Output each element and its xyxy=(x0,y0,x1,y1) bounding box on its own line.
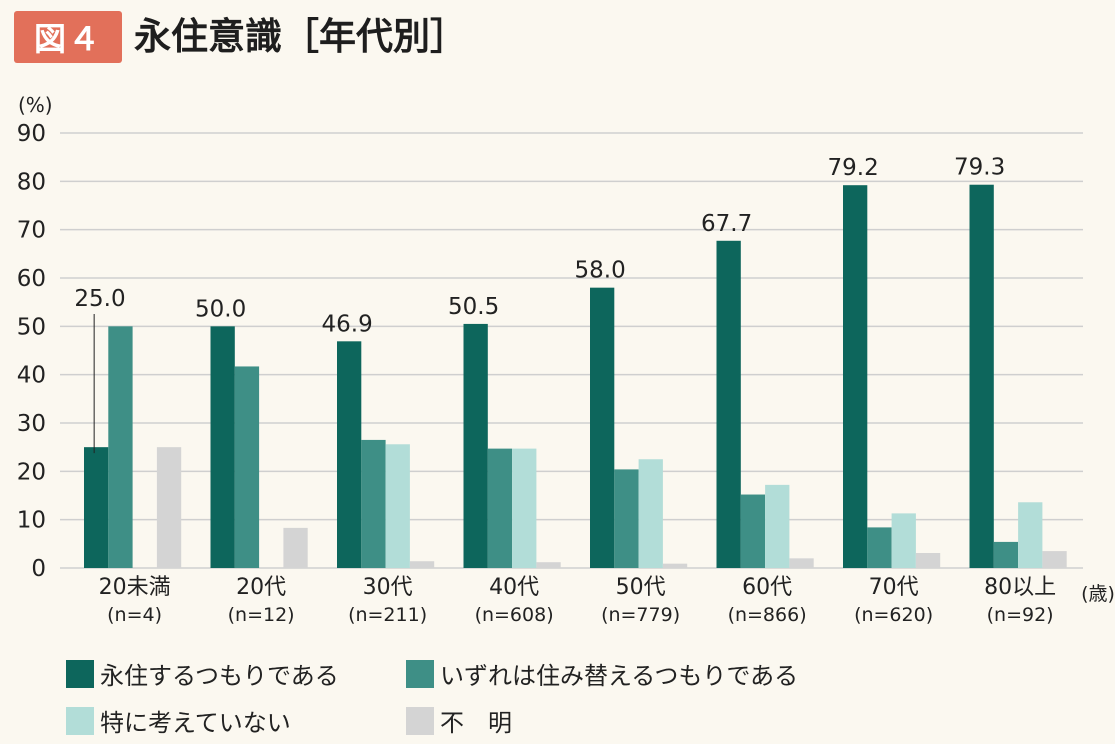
y-tick-label: 60 xyxy=(17,266,46,292)
data-label: 79.2 xyxy=(828,155,879,181)
data-label: 25.0 xyxy=(74,286,125,312)
bar-4-0 xyxy=(590,287,615,568)
x-category-label: 60代 xyxy=(742,575,792,600)
bar-6-0 xyxy=(843,185,868,568)
data-label: 50.5 xyxy=(448,294,499,320)
bar-5-3 xyxy=(789,558,814,568)
x-axis-unit: (歳) xyxy=(1081,583,1115,605)
y-tick-label: 0 xyxy=(31,556,46,582)
y-tick-label: 10 xyxy=(17,508,46,534)
legend-item-undecided: 特に考えていない xyxy=(66,703,291,738)
legend-swatch-permanent xyxy=(66,659,94,688)
x-category-label: 70代 xyxy=(869,575,919,600)
y-axis-unit: (%) xyxy=(18,93,53,117)
x-category-label: 20未満 xyxy=(99,575,171,600)
x-category-label: 20代 xyxy=(236,575,286,600)
y-tick-label: 40 xyxy=(17,363,46,389)
y-tick-label: 70 xyxy=(17,218,46,244)
bar-3-1 xyxy=(487,448,513,568)
x-sample-size-label: (n=620) xyxy=(854,604,933,626)
bar-chart: 0 10 20 30 40 50 60 70 80 90 (%) 20未満 (n=4) 25.0 20代 (n… xyxy=(17,93,1115,626)
bar-0-1 xyxy=(108,326,133,568)
x-category-label: 50代 xyxy=(616,575,666,600)
x-category-label: 80以上 xyxy=(984,575,1056,600)
y-tick-label: 20 xyxy=(17,459,46,485)
x-sample-size-label: (n=211) xyxy=(348,604,427,626)
legend-label-unknown: 不 明 xyxy=(440,709,512,737)
x-sample-size-label: (n=779) xyxy=(601,604,680,626)
bar-7-0 xyxy=(969,184,994,568)
chart-title: 永住意識［年代別］ xyxy=(134,15,467,58)
y-tick-label: 80 xyxy=(17,169,46,195)
legend-item-unknown: 不 明 xyxy=(406,703,512,738)
bar-7-3 xyxy=(1042,551,1067,568)
bar-2-0 xyxy=(337,341,362,568)
data-label: 67.7 xyxy=(701,211,752,237)
legend-swatch-move xyxy=(406,659,434,688)
bar-6-1 xyxy=(867,527,892,568)
bar-2-2 xyxy=(385,444,410,568)
legend-label-permanent: 永住するつもりである xyxy=(100,662,339,690)
legend-swatch-unknown xyxy=(406,706,434,735)
bar-5-2 xyxy=(765,484,790,568)
legend-swatch-undecided xyxy=(66,706,94,735)
x-sample-size-label: (n=4) xyxy=(107,604,162,626)
data-label: 79.3 xyxy=(954,155,1005,181)
bar-1-0 xyxy=(210,326,235,568)
legend-item-move: いずれは住み替えるつもりである xyxy=(406,656,798,691)
figure-badge: 図４ xyxy=(14,11,122,63)
x-category-label: 30代 xyxy=(363,575,413,600)
x-sample-size-label: (n=608) xyxy=(475,604,554,626)
bar-5-1 xyxy=(740,494,766,568)
bar-2-3 xyxy=(409,561,435,568)
y-tick-label: 90 xyxy=(17,121,46,147)
bar-1-3 xyxy=(283,527,308,568)
bar-0-3 xyxy=(156,447,182,568)
y-tick-label: 30 xyxy=(17,411,46,437)
bar-4-3 xyxy=(662,563,688,568)
bar-4-1 xyxy=(614,469,639,568)
bar-2-1 xyxy=(361,439,386,568)
bar-0-0 xyxy=(84,447,109,568)
data-label: 46.9 xyxy=(322,311,373,337)
data-label: 50.0 xyxy=(195,296,246,322)
x-sample-size-label: (n=92) xyxy=(987,604,1054,626)
bar-1-1 xyxy=(234,366,260,568)
bar-3-3 xyxy=(536,562,561,568)
bar-3-0 xyxy=(463,323,488,568)
data-label: 58.0 xyxy=(575,258,626,284)
bar-7-1 xyxy=(993,541,1019,568)
x-sample-size-label: (n=12) xyxy=(228,604,295,626)
x-sample-size-label: (n=866) xyxy=(728,604,807,626)
bar-4-2 xyxy=(638,459,663,568)
bar-7-2 xyxy=(1018,502,1043,568)
bar-6-2 xyxy=(891,513,916,568)
bar-3-2 xyxy=(512,448,537,568)
bar-6-3 xyxy=(915,553,941,568)
legend-label-undecided: 特に考えていない xyxy=(100,709,291,737)
bar-5-0 xyxy=(716,240,741,569)
legend-label-move: いずれは住み替えるつもりである xyxy=(440,662,799,690)
legend-item-permanent: 永住するつもりである xyxy=(66,656,339,691)
y-tick-label: 50 xyxy=(17,314,46,340)
x-category-label: 40代 xyxy=(489,575,539,600)
